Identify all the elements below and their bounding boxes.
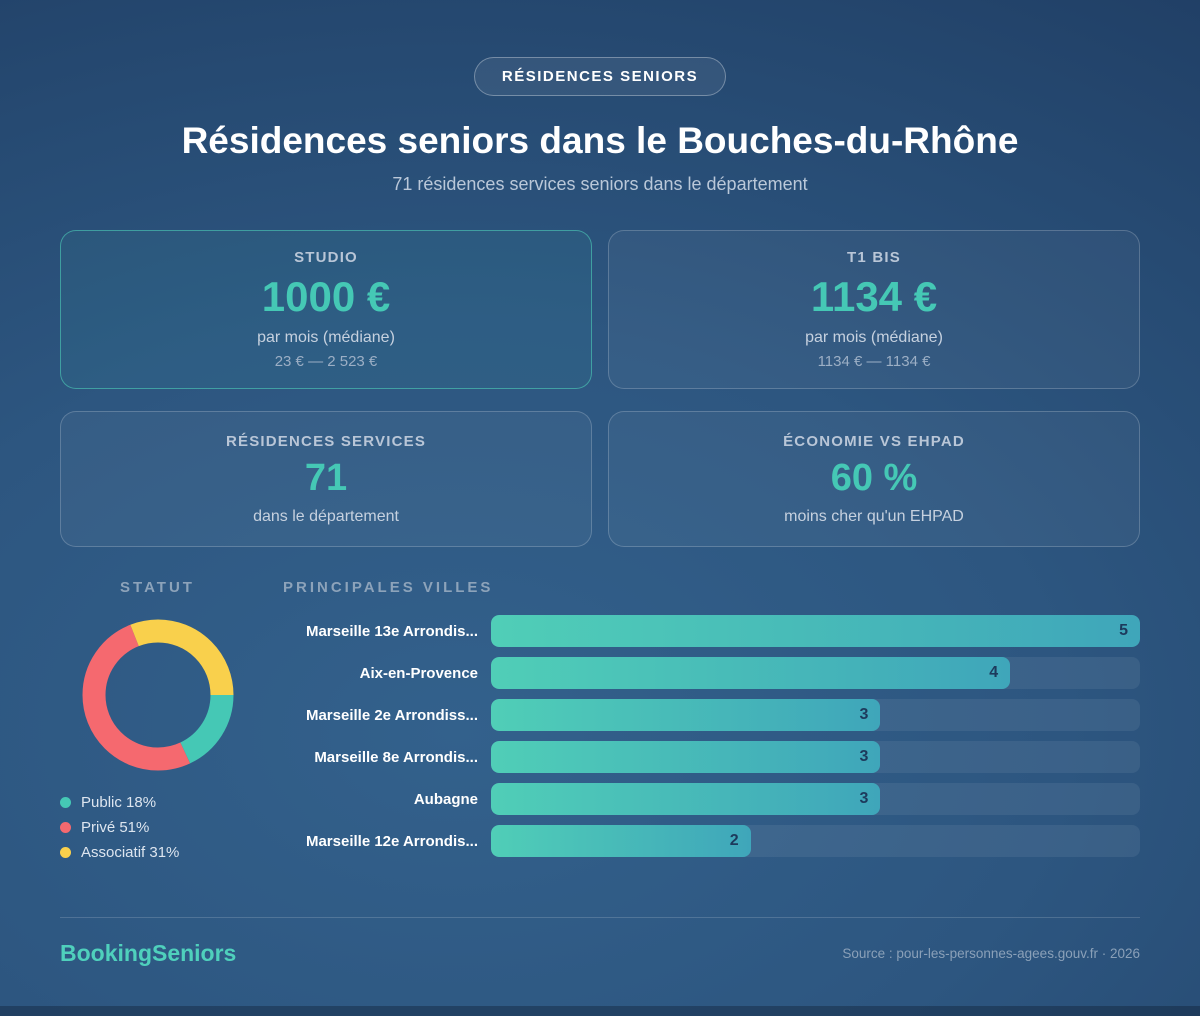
legend-label: Privé 51% — [81, 819, 150, 836]
footer-source: Source : pour-les-personnes-agees.gouv.f… — [842, 946, 1140, 961]
legend-dot — [60, 822, 71, 833]
bar-track: 2 — [491, 825, 1140, 857]
bar-fill: 4 — [491, 657, 1011, 689]
statut-chart: STATUT Public 18% Privé 51% Associatif 3… — [60, 579, 255, 861]
stat-card-studio: STUDIO 1000 € par mois (médiane) 23 € — … — [60, 230, 592, 389]
legend-row: Associatif 31% — [60, 844, 255, 861]
stat-card-t1bis: T1 BIS 1134 € par mois (médiane) 1134 € … — [608, 230, 1140, 389]
bottom-edge — [0, 1006, 1200, 1016]
statut-donut — [81, 618, 235, 772]
bar-value: 3 — [859, 706, 869, 723]
content: RÉSIDENCES SENIORS Résidences seniors da… — [60, 0, 1140, 967]
page-subtitle: 71 résidences services seniors dans le d… — [392, 174, 808, 194]
bar-value: 4 — [989, 664, 999, 681]
bar-fill: 3 — [491, 783, 881, 815]
villes-heading: PRINCIPALES VILLES — [283, 579, 494, 596]
donut-chart-svg — [82, 619, 233, 771]
stat-card-sub: par mois (médiane) — [257, 329, 395, 346]
bar-fill: 5 — [491, 615, 1140, 647]
stat-card-sub: moins cher qu'un EHPAD — [784, 507, 964, 525]
bar-category-label: Marseille 13e Arrondis... — [305, 622, 478, 640]
stat-card-value: 71 — [304, 456, 348, 499]
bar-track: 4 — [491, 657, 1140, 689]
badge-wrap: RÉSIDENCES SENIORS — [60, 0, 1140, 96]
stat-card-sub: par mois (médiane) — [805, 329, 943, 346]
stat-cards: STUDIO 1000 € par mois (médiane) 23 € — … — [60, 230, 1140, 547]
bar-rows: Marseille 13e Arrondis... 5 Aix-en-Prove… — [283, 615, 1140, 857]
legend-dot — [60, 847, 71, 858]
bar-track: 5 — [491, 615, 1140, 647]
stat-card-residences-services: RÉSIDENCES SERVICES 71 dans le départeme… — [60, 411, 592, 547]
stat-card-sub: dans le département — [253, 507, 399, 525]
footer-logo: BookingSeniors — [60, 940, 237, 966]
stat-card-value: 1000 € — [261, 273, 391, 320]
stat-card-range: 1134 € — 1134 € — [817, 353, 931, 370]
stat-card-value: 60 % — [830, 456, 918, 499]
bar-row: Marseille 2e Arrondiss... 3 — [283, 699, 1140, 731]
bar-fill: 3 — [491, 741, 881, 773]
page-title: Résidences seniors dans le Bouches-du-Rh… — [181, 120, 1019, 161]
stat-card-label: ÉCONOMIE VS EHPAD — [783, 432, 965, 450]
bar-category-label: Marseille 8e Arrondis... — [314, 748, 478, 766]
charts-section: STATUT Public 18% Privé 51% Associatif 3… — [60, 579, 1140, 867]
bar-row: Marseille 8e Arrondis... 3 — [283, 741, 1140, 773]
bar-value: 3 — [859, 748, 869, 765]
bar-category-label: Marseille 12e Arrondis... — [305, 832, 478, 850]
stat-card-label: T1 BIS — [847, 249, 901, 266]
bar-category-label: Marseille 2e Arrondiss... — [305, 706, 478, 724]
bar-row: Aix-en-Provence 4 — [283, 657, 1140, 689]
statut-heading: STATUT — [120, 579, 195, 596]
bar-value: 3 — [859, 790, 869, 807]
bar-row: Marseille 12e Arrondis... 2 — [283, 825, 1140, 857]
legend-label: Public 18% — [81, 794, 157, 811]
bar-track: 3 — [491, 783, 1140, 815]
bar-category-label: Aubagne — [413, 790, 478, 808]
legend-label: Associatif 31% — [81, 844, 180, 861]
legend-row: Public 18% — [60, 794, 255, 811]
legend-row: Privé 51% — [60, 819, 255, 836]
stat-card-range: 23 € — 2 523 € — [274, 353, 378, 370]
bar-row: Marseille 13e Arrondis... 5 — [283, 615, 1140, 647]
stat-card-label: STUDIO — [294, 249, 358, 266]
stat-card-value: 1134 € — [810, 273, 938, 320]
legend-dot — [60, 797, 71, 808]
bar-track: 3 — [491, 741, 1140, 773]
bar-track: 3 — [491, 699, 1140, 731]
bar-value: 2 — [729, 832, 739, 849]
bar-category-label: Aix-en-Provence — [359, 664, 478, 682]
statut-legend: Public 18% Privé 51% Associatif 31% — [60, 794, 255, 861]
bar-value: 5 — [1119, 622, 1128, 639]
footer: BookingSeniors Source : pour-les-personn… — [60, 917, 1140, 967]
bar-row: Aubagne 3 — [283, 783, 1140, 815]
stat-card-label: RÉSIDENCES SERVICES — [225, 432, 427, 450]
category-badge: RÉSIDENCES SENIORS — [473, 57, 727, 96]
bar-fill: 3 — [491, 699, 881, 731]
villes-bar-chart: PRINCIPALES VILLES Marseille 13e Arrondi… — [283, 579, 1140, 867]
bar-fill: 2 — [491, 825, 751, 857]
stat-card-economie-vs-ehpad: ÉCONOMIE VS EHPAD 60 % moins cher qu'un … — [608, 411, 1140, 547]
